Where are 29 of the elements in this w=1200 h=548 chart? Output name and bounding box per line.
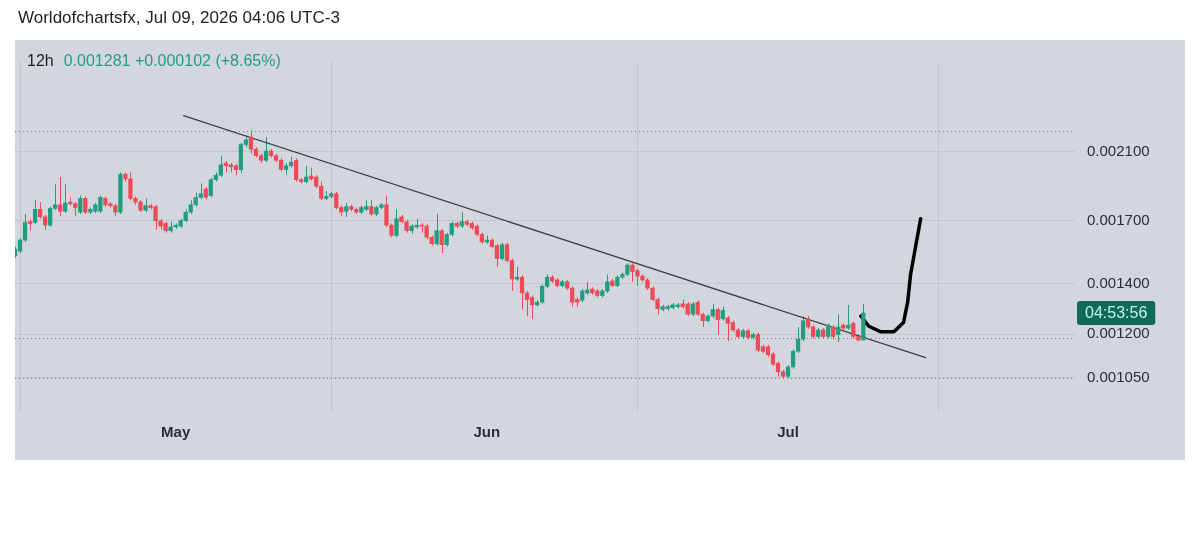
candlestick: [524, 290, 530, 317]
candlestick: [715, 307, 720, 336]
chart-subtitle: 12h: [27, 52, 54, 69]
candlestick: [58, 176, 63, 217]
y-tick-label: 0.001200: [1087, 324, 1150, 342]
candlestick: [394, 208, 399, 238]
candlestick: [836, 313, 841, 343]
y-tick-label: 0.001050: [1087, 368, 1150, 386]
candlestick: [48, 206, 53, 228]
y-tick-label: 0.001700: [1087, 210, 1150, 228]
x-tick-label: Jul: [777, 423, 799, 441]
candlestick: [529, 295, 535, 320]
annotation: 0.001281 +0.000102 (+8.65%): [63, 52, 281, 69]
candlestick: [439, 228, 444, 254]
candlestick: [519, 274, 525, 310]
candlestick: [32, 199, 38, 225]
candlestick: [570, 285, 575, 308]
chart-title: Worldofchartsfx, Jul 09, 2026 04:06 UTC-3: [18, 8, 340, 28]
candlestick: [494, 243, 500, 268]
text: 04:53:56: [1085, 304, 1148, 322]
candlestick: [218, 155, 223, 178]
x-tick-label: May: [161, 423, 191, 441]
candlestick: [63, 183, 68, 214]
candlestick: [384, 195, 389, 228]
y-tick-label: 0.002100: [1087, 141, 1150, 159]
x-tick-label: Jun: [473, 423, 501, 441]
candlestick: [78, 195, 83, 215]
candlestick: [22, 213, 28, 243]
y-tick-label: 0.001400: [1087, 274, 1150, 292]
